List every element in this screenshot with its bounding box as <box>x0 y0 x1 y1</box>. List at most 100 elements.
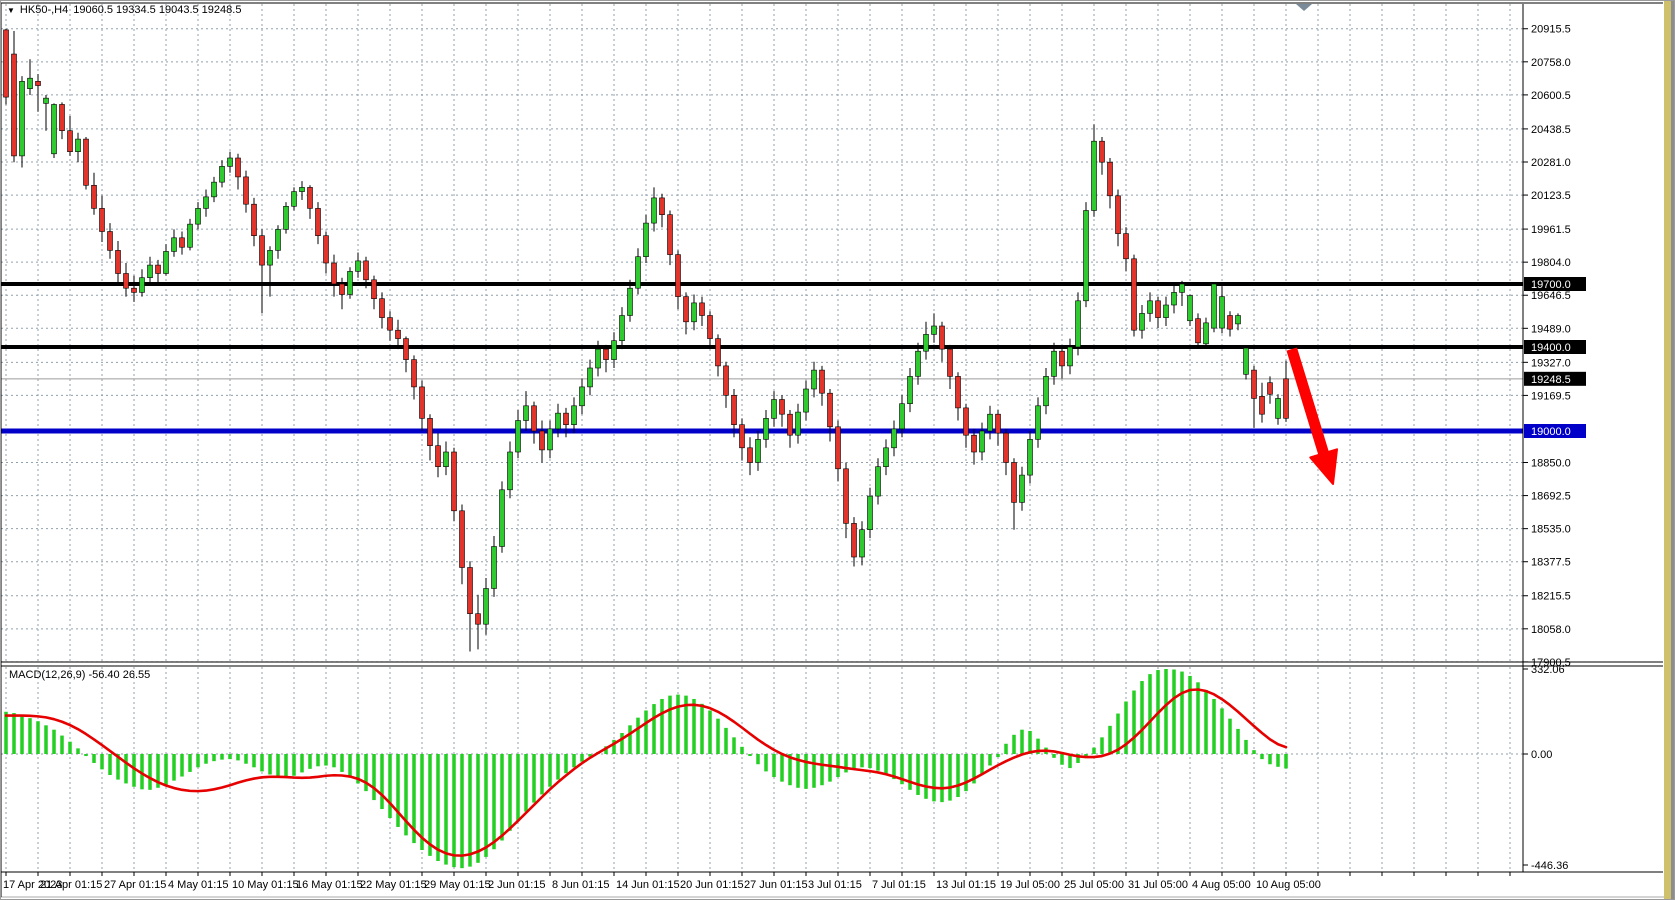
candle-body[interactable] <box>739 424 745 449</box>
candle-body[interactable] <box>635 256 641 289</box>
candle-body[interactable] <box>315 208 321 236</box>
candle-body[interactable] <box>155 264 161 274</box>
candle-body[interactable] <box>1187 295 1193 322</box>
down-arrow-annotation[interactable] <box>1286 347 1338 485</box>
candle-body[interactable] <box>627 287 633 316</box>
price-axis-label[interactable]: 18535.0 <box>1531 524 1571 536</box>
candle-body[interactable] <box>51 104 57 155</box>
candle-body[interactable] <box>651 197 657 224</box>
candle-body[interactable] <box>1275 398 1281 419</box>
candle-body[interactable] <box>763 418 769 440</box>
candle-body[interactable] <box>755 439 761 463</box>
candle-body[interactable] <box>1235 315 1241 325</box>
candle-body[interactable] <box>1283 378 1289 419</box>
time-axis-label[interactable]: 3 Jul 01:15 <box>808 879 862 891</box>
price-axis-label[interactable]: 20600.5 <box>1531 90 1571 102</box>
candle-body[interactable] <box>1027 439 1033 476</box>
time-axis-label[interactable]: 27 Apr 01:15 <box>104 879 166 891</box>
candle-body[interactable] <box>387 317 393 331</box>
candle-body[interactable] <box>1171 292 1177 306</box>
candle-body[interactable] <box>339 283 345 295</box>
candle-body[interactable] <box>963 407 969 436</box>
candle-body[interactable] <box>691 302 697 323</box>
candle-body[interactable] <box>939 325 945 350</box>
candle-body[interactable] <box>531 405 537 432</box>
candle-body[interactable] <box>1051 350 1057 377</box>
time-axis-label[interactable]: 25 Jul 05:00 <box>1064 879 1124 891</box>
candle-body[interactable] <box>355 260 361 272</box>
time-axis-label[interactable]: 16 May 01:15 <box>296 879 363 891</box>
candle-body[interactable] <box>59 104 65 131</box>
candle-body[interactable] <box>259 235 265 266</box>
candle-body[interactable] <box>555 412 561 430</box>
time-axis-label[interactable]: 27 Jun 01:15 <box>744 879 808 891</box>
candle-body[interactable] <box>307 187 313 209</box>
candle-body[interactable] <box>1211 283 1217 329</box>
candle-body[interactable] <box>75 138 81 152</box>
price-axis-label[interactable]: 19327.0 <box>1531 357 1571 369</box>
candle-body[interactable] <box>1099 140 1105 163</box>
candle-body[interactable] <box>1123 233 1129 260</box>
chevron-down-icon[interactable]: ▼ <box>7 5 15 15</box>
time-axis-label[interactable]: 8 Jun 01:15 <box>552 879 610 891</box>
price-axis-label[interactable]: 19489.0 <box>1531 323 1571 335</box>
candle-body[interactable] <box>875 466 881 497</box>
candle-body[interactable] <box>1035 405 1041 440</box>
candle-body[interactable] <box>539 430 545 451</box>
candle-body[interactable] <box>1091 140 1097 211</box>
candle-body[interactable] <box>163 251 169 274</box>
candle-body[interactable] <box>235 157 241 178</box>
time-axis-label[interactable]: 22 May 01:15 <box>360 879 427 891</box>
candle-body[interactable] <box>883 447 889 468</box>
candle-body[interactable] <box>1147 300 1153 314</box>
candle-body[interactable] <box>643 222 649 257</box>
candle-body[interactable] <box>435 445 441 468</box>
candle-body[interactable] <box>587 367 593 388</box>
candle-body[interactable] <box>1219 296 1225 329</box>
candle-body[interactable] <box>419 386 425 419</box>
candle-body[interactable] <box>955 376 961 409</box>
candle-body[interactable] <box>411 359 417 388</box>
candle-body[interactable] <box>19 81 25 157</box>
candle-body[interactable] <box>515 420 521 453</box>
candle-body[interactable] <box>211 181 217 198</box>
candle-body[interactable] <box>443 451 449 468</box>
candle-body[interactable] <box>43 97 49 104</box>
candle-body[interactable] <box>219 166 225 183</box>
candle-body[interactable] <box>827 392 833 428</box>
candle-body[interactable] <box>603 348 609 360</box>
candle-body[interactable] <box>1267 382 1273 395</box>
price-axis-label[interactable]: 18058.0 <box>1531 624 1571 636</box>
candle-body[interactable] <box>427 418 433 447</box>
candle-body[interactable] <box>979 430 985 453</box>
macd-axis-label[interactable]: 332.06 <box>1531 664 1565 676</box>
candle-body[interactable] <box>835 426 841 470</box>
candle-body[interactable] <box>811 369 817 390</box>
candle-body[interactable] <box>83 138 89 186</box>
candle-body[interactable] <box>771 399 777 419</box>
candle-body[interactable] <box>747 447 753 463</box>
candle-body[interactable] <box>227 157 233 167</box>
candle-body[interactable] <box>563 412 569 426</box>
price-axis-label[interactable]: 20758.0 <box>1531 57 1571 69</box>
candle-body[interactable] <box>1139 313 1145 331</box>
candle-body[interactable] <box>179 237 185 248</box>
price-axis-label[interactable]: 20281.0 <box>1531 157 1571 169</box>
candle-body[interactable] <box>1163 304 1169 318</box>
time-axis-label[interactable]: 20 Jun 01:15 <box>680 879 744 891</box>
candle-body[interactable] <box>915 350 921 377</box>
candle-body[interactable] <box>859 529 865 558</box>
candle-body[interactable] <box>1059 350 1065 367</box>
candle-body[interactable] <box>1131 258 1137 331</box>
price-axis-label[interactable]: 19961.5 <box>1531 224 1571 236</box>
candle-body[interactable] <box>1011 462 1017 503</box>
candle-body[interactable] <box>819 369 825 394</box>
candle-body[interactable] <box>619 315 625 342</box>
candle-body[interactable] <box>931 325 937 335</box>
candle-body[interactable] <box>299 187 305 192</box>
candle-body[interactable] <box>1067 346 1073 367</box>
macd-axis-label[interactable]: 0.00 <box>1531 749 1552 761</box>
candle-body[interactable] <box>1019 474 1025 503</box>
candle-body[interactable] <box>571 405 577 426</box>
candle-body[interactable] <box>123 273 129 289</box>
